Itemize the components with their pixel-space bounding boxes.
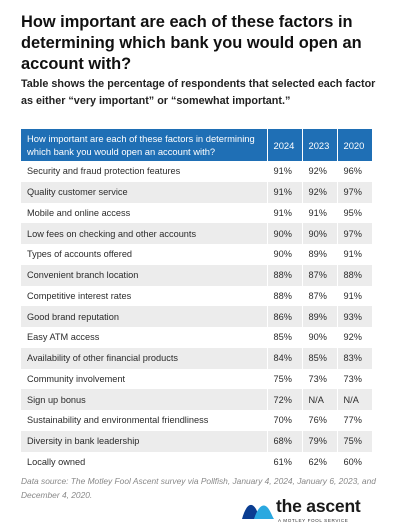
factor-cell: Low fees on checking and other accounts — [21, 223, 268, 244]
table-row: Good brand reputation 86% 89% 93% — [21, 306, 372, 327]
value-2020-cell: 96% — [337, 161, 372, 182]
value-2020-cell: 77% — [337, 410, 372, 431]
factor-cell: Security and fraud protection features — [21, 161, 268, 182]
factor-cell: Good brand reputation — [21, 306, 268, 327]
value-2024-cell: 88% — [267, 264, 303, 286]
value-2020-cell: 75% — [337, 430, 372, 452]
factor-cell: Quality customer service — [21, 181, 268, 203]
value-2023-cell: 91% — [302, 202, 338, 224]
factor-cell: Easy ATM access — [21, 327, 268, 348]
value-2023-cell: 85% — [302, 347, 338, 369]
table-row: Diversity in bank leadership 68% 79% 75% — [21, 430, 372, 452]
value-2024-cell: 70% — [267, 410, 303, 431]
value-2024-cell: 91% — [267, 161, 303, 182]
value-2024-cell: 85% — [267, 327, 303, 348]
value-2023-cell: 79% — [302, 430, 338, 452]
wave-logo-icon — [242, 504, 274, 519]
factors-table: How important are each of these factors … — [21, 129, 372, 473]
table-row: Types of accounts offered 90% 89% 91% — [21, 244, 372, 265]
data-source-note: Data source: The Motley Fool Ascent surv… — [21, 476, 376, 500]
value-2020-cell: N/A — [337, 389, 372, 410]
value-2020-cell: 60% — [337, 451, 372, 473]
table-row: Sustainability and environmental friendl… — [21, 410, 372, 431]
value-2024-cell: 88% — [267, 285, 303, 307]
logo-tagline: A MOTLEY FOOL SERVICE — [278, 518, 349, 523]
value-2024-cell: 91% — [267, 181, 303, 203]
factor-cell: Convenient branch location — [21, 264, 268, 286]
value-2020-cell: 91% — [337, 285, 372, 307]
table-header: How important are each of these factors … — [21, 129, 372, 161]
table-row: Locally owned 61% 62% 60% — [21, 451, 372, 473]
factor-cell: Availability of other financial products — [21, 347, 268, 369]
value-2023-cell: 92% — [302, 161, 338, 182]
value-2024-cell: 90% — [267, 244, 303, 265]
value-2023-cell: 89% — [302, 244, 338, 265]
the-ascent-logo: the ascent A MOTLEY FOOL SERVICE — [242, 496, 392, 528]
table-row: Convenient branch location 88% 87% 88% — [21, 264, 372, 286]
table-row: Community involvement 75% 73% 73% — [21, 368, 372, 390]
factor-cell: Diversity in bank leadership — [21, 430, 268, 452]
table-body: Security and fraud protection features 91… — [21, 161, 372, 473]
header-2020: 2020 — [337, 129, 372, 161]
value-2023-cell: 76% — [302, 410, 338, 431]
table-row: Mobile and online access 91% 91% 95% — [21, 202, 372, 224]
value-2020-cell: 73% — [337, 368, 372, 390]
value-2023-cell: 73% — [302, 368, 338, 390]
table-row: Sign up bonus 72% N/A N/A — [21, 389, 372, 410]
value-2020-cell: 92% — [337, 327, 372, 348]
table-row: Easy ATM access 85% 90% 92% — [21, 327, 372, 348]
value-2023-cell: N/A — [302, 389, 338, 410]
chart-title: How important are each of these factors … — [21, 13, 362, 73]
value-2024-cell: 91% — [267, 202, 303, 224]
value-2020-cell: 83% — [337, 347, 372, 369]
table-row: Availability of other financial products… — [21, 347, 372, 369]
value-2020-cell: 95% — [337, 202, 372, 224]
value-2024-cell: 72% — [267, 389, 303, 410]
logo-wordmark: the ascent — [276, 496, 361, 516]
value-2024-cell: 68% — [267, 430, 303, 452]
value-2020-cell: 88% — [337, 264, 372, 286]
table-row: Competitive interest rates 88% 87% 91% — [21, 285, 372, 307]
value-2020-cell: 97% — [337, 181, 372, 203]
factor-cell: Types of accounts offered — [21, 244, 268, 265]
value-2020-cell: 97% — [337, 223, 372, 244]
value-2024-cell: 90% — [267, 223, 303, 244]
header-factor: How important are each of these factors … — [21, 129, 268, 161]
value-2020-cell: 91% — [337, 244, 372, 265]
factor-cell: Mobile and online access — [21, 202, 268, 224]
value-2023-cell: 87% — [302, 285, 338, 307]
value-2023-cell: 89% — [302, 306, 338, 327]
header-2023: 2023 — [302, 129, 338, 161]
chart-subtitle: Table shows the percentage of respondent… — [21, 78, 376, 107]
value-2023-cell: 90% — [302, 327, 338, 348]
value-2023-cell: 62% — [302, 451, 338, 473]
factor-cell: Community involvement — [21, 368, 268, 390]
factor-cell: Locally owned — [21, 451, 268, 473]
table-row: Low fees on checking and other accounts 9… — [21, 223, 372, 244]
factor-cell: Competitive interest rates — [21, 285, 268, 307]
value-2024-cell: 75% — [267, 368, 303, 390]
value-2020-cell: 93% — [337, 306, 372, 327]
value-2024-cell: 84% — [267, 347, 303, 369]
header-2024: 2024 — [267, 129, 303, 161]
value-2023-cell: 87% — [302, 264, 338, 286]
value-2024-cell: 86% — [267, 306, 303, 327]
value-2023-cell: 92% — [302, 181, 338, 203]
value-2023-cell: 90% — [302, 223, 338, 244]
factor-cell: Sign up bonus — [21, 389, 268, 410]
table-row: Quality customer service 91% 92% 97% — [21, 181, 372, 203]
value-2024-cell: 61% — [267, 451, 303, 473]
table-row: Security and fraud protection features 91… — [21, 161, 372, 182]
factor-cell: Sustainability and environmental friendl… — [21, 410, 268, 431]
